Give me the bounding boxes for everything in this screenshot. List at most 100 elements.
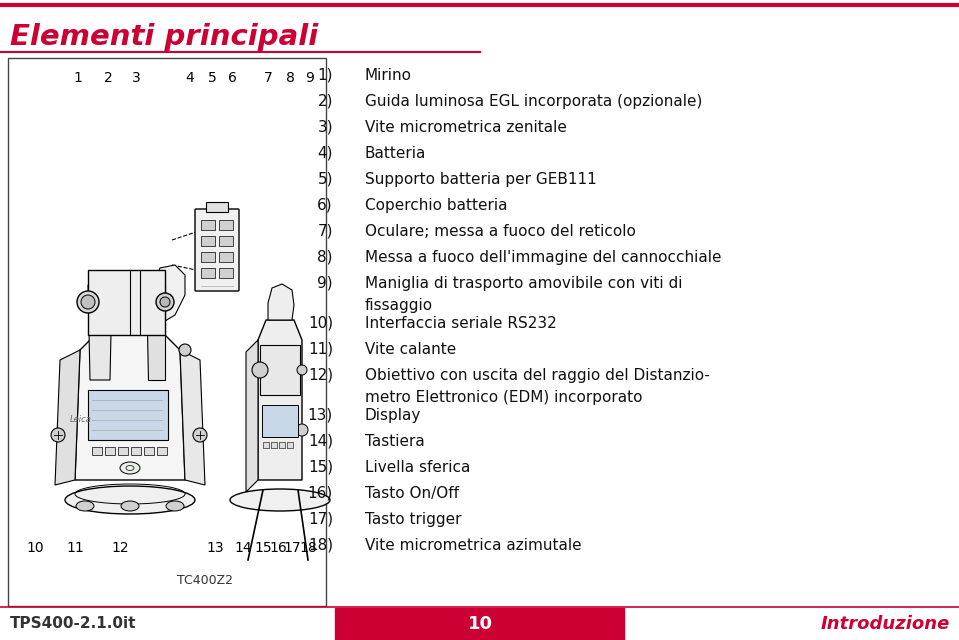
Text: 7: 7 — [264, 71, 272, 85]
Text: 6): 6) — [317, 198, 333, 213]
Bar — [219, 220, 233, 230]
Text: TPS400-2.1.0it: TPS400-2.1.0it — [10, 616, 136, 632]
Text: 13): 13) — [308, 408, 333, 423]
Bar — [219, 268, 233, 278]
Text: Vite micrometrica zenitale: Vite micrometrica zenitale — [365, 120, 567, 135]
Bar — [8, 58, 326, 606]
Text: Vite micrometrica azimutale: Vite micrometrica azimutale — [365, 538, 581, 553]
Ellipse shape — [179, 344, 191, 356]
Ellipse shape — [252, 362, 268, 378]
Text: 12: 12 — [111, 541, 129, 555]
Bar — [260, 345, 300, 395]
Ellipse shape — [121, 501, 139, 511]
Ellipse shape — [166, 501, 184, 511]
Bar — [262, 405, 298, 437]
FancyBboxPatch shape — [195, 209, 239, 291]
Text: Oculare; messa a fuoco del reticolo: Oculare; messa a fuoco del reticolo — [365, 224, 636, 239]
Text: 18: 18 — [299, 541, 316, 555]
Text: 2): 2) — [317, 94, 333, 109]
Text: Display: Display — [365, 408, 421, 423]
Polygon shape — [258, 320, 302, 480]
Text: 10): 10) — [308, 316, 333, 331]
Ellipse shape — [51, 428, 65, 442]
Text: Tastiera: Tastiera — [365, 434, 425, 449]
Text: 1: 1 — [74, 71, 82, 85]
Text: Maniglia di trasporto amovibile con viti di: Maniglia di trasporto amovibile con viti… — [365, 276, 683, 291]
Bar — [144, 447, 154, 455]
Text: Tasto trigger: Tasto trigger — [365, 512, 461, 527]
Text: 5: 5 — [208, 71, 217, 85]
Ellipse shape — [160, 297, 170, 307]
Bar — [219, 236, 233, 246]
Polygon shape — [150, 265, 185, 330]
Text: Tasto On/Off: Tasto On/Off — [365, 486, 459, 501]
Ellipse shape — [296, 424, 308, 436]
Text: 8: 8 — [286, 71, 294, 85]
Ellipse shape — [297, 365, 307, 375]
Text: Batteria: Batteria — [365, 146, 427, 161]
Text: Introduzione: Introduzione — [821, 615, 950, 633]
Polygon shape — [75, 330, 185, 480]
Bar — [131, 447, 141, 455]
Text: Mirino: Mirino — [365, 68, 412, 83]
Polygon shape — [268, 284, 294, 320]
Text: Coperchio batteria: Coperchio batteria — [365, 198, 507, 213]
Ellipse shape — [193, 428, 207, 442]
Bar — [201, 268, 215, 278]
Text: 3: 3 — [131, 71, 140, 85]
Text: Guida luminosa EGL incorporata (opzionale): Guida luminosa EGL incorporata (opzional… — [365, 94, 702, 109]
Ellipse shape — [77, 291, 99, 313]
Text: 5): 5) — [317, 172, 333, 187]
Ellipse shape — [120, 462, 140, 474]
Bar — [157, 447, 167, 455]
Text: 16): 16) — [308, 486, 333, 501]
Bar — [88, 390, 168, 440]
Text: 7): 7) — [317, 224, 333, 239]
Text: 16: 16 — [269, 541, 287, 555]
Bar — [206, 202, 228, 212]
Text: 17: 17 — [283, 541, 301, 555]
Ellipse shape — [156, 293, 174, 311]
Text: Obiettivo con uscita del raggio del Distanzio-: Obiettivo con uscita del raggio del Dist… — [365, 368, 710, 383]
Text: Interfaccia seriale RS232: Interfaccia seriale RS232 — [365, 316, 557, 331]
Text: 4: 4 — [186, 71, 195, 85]
Polygon shape — [88, 270, 165, 335]
Ellipse shape — [65, 486, 195, 514]
Text: 15: 15 — [254, 541, 271, 555]
Text: 9): 9) — [317, 276, 333, 291]
Bar — [263, 442, 269, 448]
Bar — [105, 447, 115, 455]
Text: 2: 2 — [104, 71, 112, 85]
Bar — [92, 447, 102, 455]
Bar — [118, 447, 128, 455]
Bar — [201, 220, 215, 230]
Text: 9: 9 — [306, 71, 315, 85]
Text: Elementi principali: Elementi principali — [10, 23, 318, 51]
Bar — [271, 442, 277, 448]
Polygon shape — [55, 350, 80, 485]
Polygon shape — [146, 285, 165, 380]
Ellipse shape — [81, 295, 95, 309]
Bar — [287, 442, 293, 448]
Bar — [279, 442, 285, 448]
Text: Leica: Leica — [70, 415, 92, 424]
Text: 17): 17) — [308, 512, 333, 527]
Polygon shape — [88, 285, 112, 380]
Text: 6: 6 — [227, 71, 237, 85]
Bar — [219, 252, 233, 262]
Text: 13: 13 — [206, 541, 223, 555]
Text: 4): 4) — [317, 146, 333, 161]
Text: 14): 14) — [308, 434, 333, 449]
Text: Livella sferica: Livella sferica — [365, 460, 470, 475]
Bar — [201, 252, 215, 262]
Text: 3): 3) — [317, 120, 333, 135]
Text: Messa a fuoco dell'immagine del cannocchiale: Messa a fuoco dell'immagine del cannocch… — [365, 250, 721, 265]
Text: 11): 11) — [308, 342, 333, 357]
Bar — [201, 236, 215, 246]
Text: Supporto batteria per GEB111: Supporto batteria per GEB111 — [365, 172, 596, 187]
Polygon shape — [246, 340, 258, 492]
Polygon shape — [180, 350, 205, 485]
Text: fissaggio: fissaggio — [365, 298, 433, 313]
Text: 12): 12) — [308, 368, 333, 383]
Bar — [335, 608, 624, 640]
